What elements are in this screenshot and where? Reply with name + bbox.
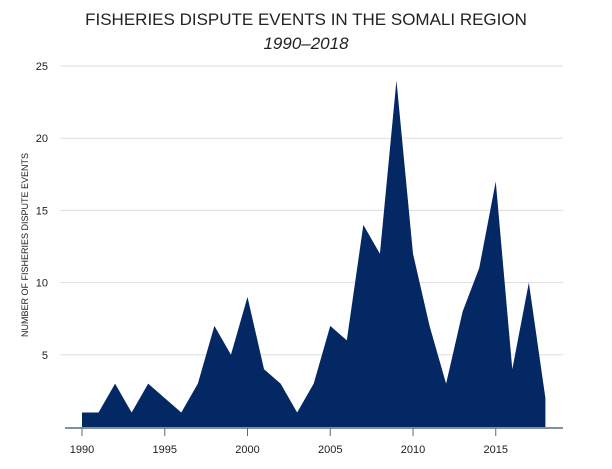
x-tick-label: 1995 [153,444,177,456]
y-tick-label: 15 [36,205,48,217]
x-tick-label: 2010 [401,444,425,456]
y-tick-label: 5 [42,350,48,362]
chart-title: FISHERIES DISPUTE EVENTS IN THE SOMALI R… [85,10,527,29]
chart-subtitle: 1990–2018 [263,34,349,53]
x-tick-label: 2005 [318,444,342,456]
y-tick-label: 20 [36,133,48,145]
y-tick-label: 10 [36,278,48,290]
y-axis-label: NUMBER OF FISHERIES DISPUTE EVENTS [20,152,30,338]
area-series [82,80,546,427]
x-tick-label: 2015 [484,444,508,456]
x-tick-label: 1990 [70,444,94,456]
x-tick-label: 2000 [235,444,259,456]
y-tick-label: 25 [36,61,48,73]
